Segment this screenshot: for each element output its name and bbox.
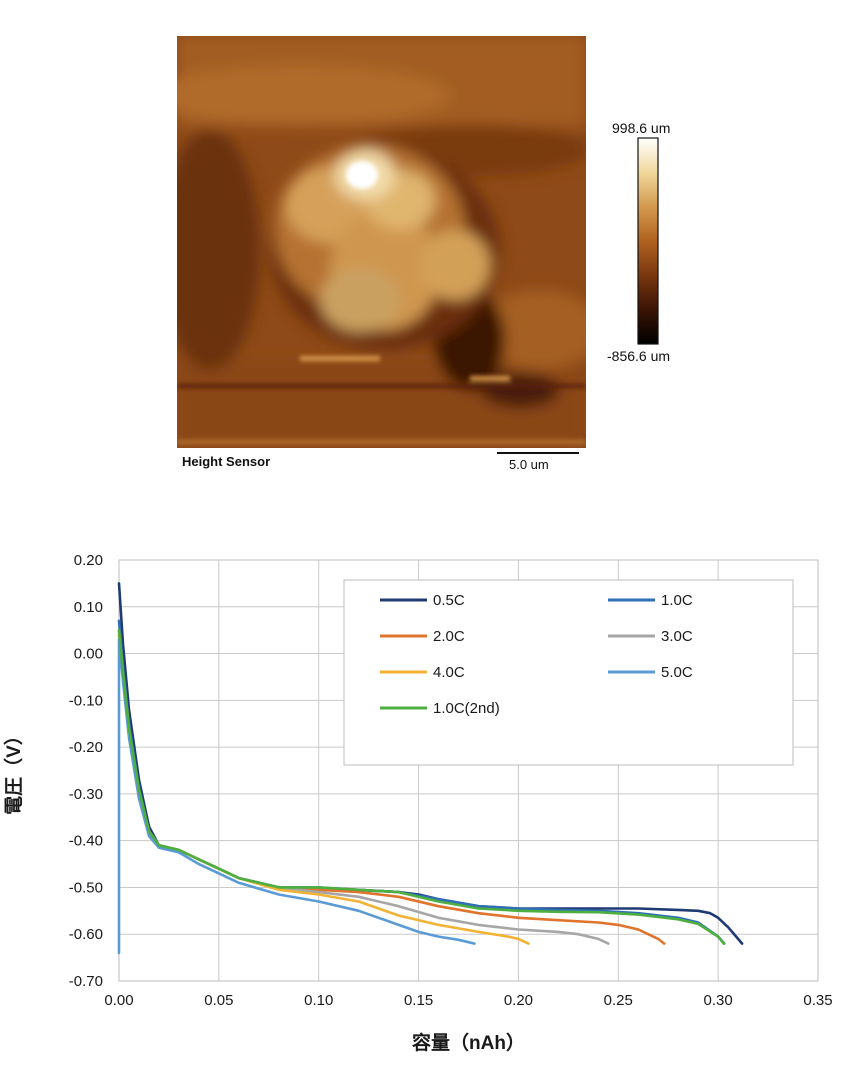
x-tick-label: 0.10 — [304, 992, 333, 1009]
x-tick-label: 0.05 — [204, 992, 233, 1009]
legend-label: 0.5C — [433, 592, 465, 609]
y-axis-label: 電圧（V） — [2, 726, 25, 815]
legend-label: 5.0C — [661, 664, 693, 681]
colorbar-max-label: 998.6 um — [612, 120, 670, 136]
channel-label: Height Sensor — [182, 454, 270, 469]
legend-label: 3.0C — [661, 628, 693, 645]
x-axis-label: 容量（nAh） — [412, 1031, 525, 1054]
chart-series — [117, 582, 744, 955]
x-tick-label: 0.00 — [104, 992, 133, 1009]
x-tick-label: 0.20 — [504, 992, 533, 1009]
x-tick-label: 0.35 — [803, 992, 832, 1009]
chart-axes: 0.00 0.05 0.10 0.15 0.20 0.25 0.30 0.35 0.20 0.10… — [69, 552, 833, 1009]
y-tick-label: -0.50 — [69, 879, 103, 896]
y-tick-label: 0.00 — [74, 646, 103, 663]
y-tick-label: -0.10 — [69, 692, 103, 709]
y-tick-label: -0.70 — [69, 973, 103, 990]
series-line-5-0c — [117, 638, 476, 955]
scale-bar-label: 5.0 um — [509, 457, 549, 472]
afm-panel: 998.6 um -856.6 um Height Sensor 5.0 um — [0, 0, 848, 490]
y-tick-label: 0.10 — [74, 599, 103, 616]
y-tick-label: -0.40 — [69, 833, 103, 850]
y-tick-label: -0.60 — [69, 926, 103, 943]
height-colorbar — [637, 137, 659, 345]
colorbar-min-label: -856.6 um — [607, 348, 670, 364]
discharge-chart: 0.00 0.05 0.10 0.15 0.20 0.25 0.30 0.35 0.20 0.10… — [2, 552, 833, 1054]
legend-label: 1.0C — [661, 592, 693, 609]
y-tick-label: -0.20 — [69, 739, 103, 756]
y-tick-label: -0.30 — [69, 786, 103, 803]
y-tick-label: 0.20 — [74, 552, 103, 569]
discharge-chart-panel: 0.00 0.05 0.10 0.15 0.20 0.25 0.30 0.35 0.20 0.10… — [0, 540, 848, 1072]
legend-label: 2.0C — [433, 628, 465, 645]
x-tick-label: 0.30 — [704, 992, 733, 1009]
series-line-1-0c-2nd — [117, 628, 726, 945]
legend-label: 1.0C(2nd) — [433, 700, 500, 717]
afm-figure: 998.6 um -856.6 um Height Sensor 5.0 um — [177, 36, 670, 472]
legend-label: 4.0C — [433, 664, 465, 681]
x-tick-label: 0.15 — [404, 992, 433, 1009]
chart-legend: 0.5C 1.0C 2.0C 3.0C 4.0C 5.0C 1.0C(2nd) — [343, 579, 794, 766]
afm-height-image — [177, 36, 586, 448]
x-tick-label: 0.25 — [604, 992, 633, 1009]
